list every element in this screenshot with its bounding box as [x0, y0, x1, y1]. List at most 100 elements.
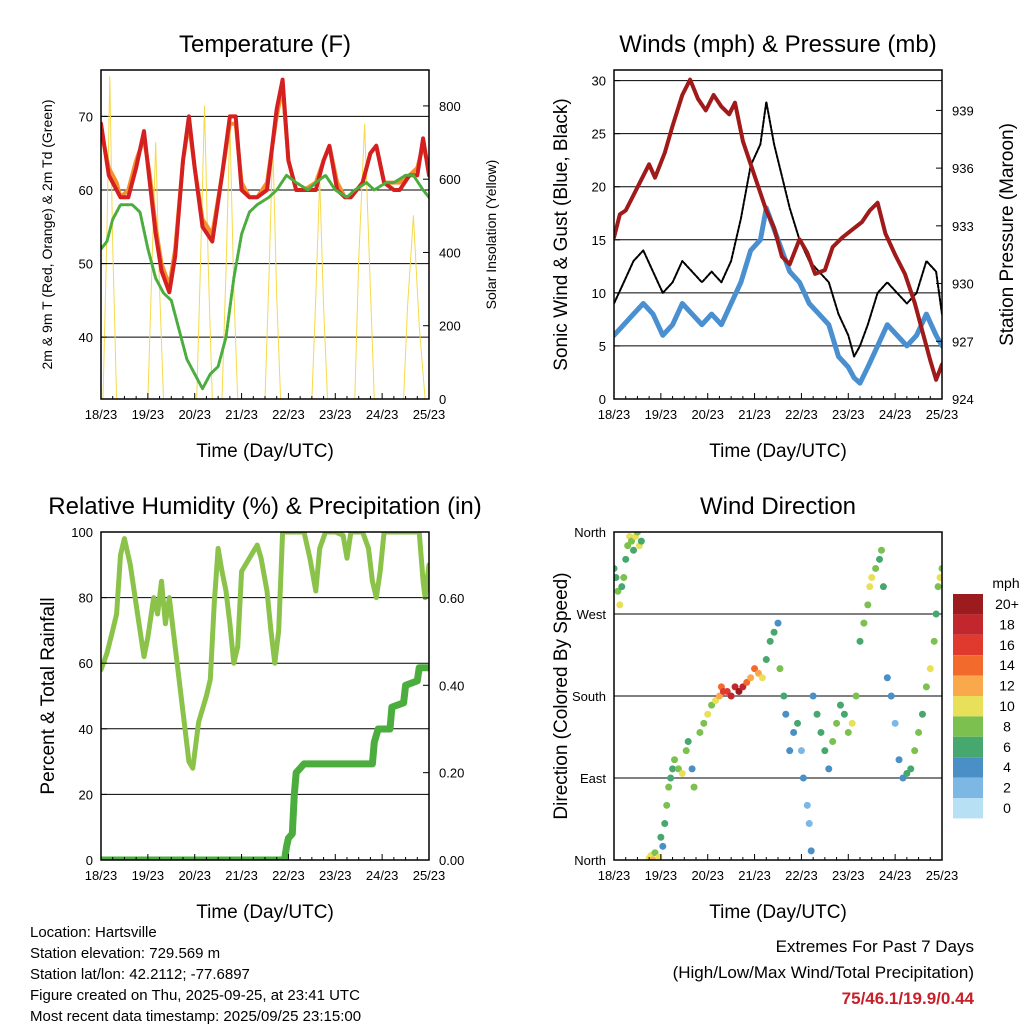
series-total-precipitation	[101, 664, 429, 860]
x-tick-label: 24/23	[366, 868, 399, 883]
data-point	[872, 564, 880, 572]
x-tick-label: 18/23	[85, 868, 118, 883]
data-point	[682, 747, 690, 755]
created-text: Figure created on Thu, 2025-09-25, at 23…	[30, 987, 360, 1004]
y-tick-label: 40	[79, 722, 93, 737]
x-tick-label: 23/23	[319, 868, 352, 883]
data-point	[907, 765, 915, 773]
x-tick-label: 25/23	[926, 868, 959, 883]
data-point	[926, 665, 934, 673]
data-point	[932, 610, 940, 618]
data-point	[938, 564, 942, 572]
series-gust	[614, 100, 942, 358]
data-point	[782, 710, 790, 718]
y-axis-label: Sonic Wind & Gust (Blue, Black)	[551, 98, 572, 370]
data-point	[876, 555, 884, 563]
legend-swatch	[953, 655, 983, 676]
data-point	[633, 532, 641, 536]
legend-label: 4	[1003, 759, 1011, 775]
x-tick-label: 21/23	[738, 868, 771, 883]
x-tick-label: 20/23	[691, 407, 724, 422]
data-point	[758, 674, 766, 682]
data-point	[614, 587, 622, 595]
data-point	[649, 856, 657, 860]
x-tick-label: 24/23	[879, 868, 912, 883]
x-tick-label: 24/23	[366, 407, 399, 422]
data-point	[696, 728, 704, 736]
data-point	[762, 656, 770, 664]
data-point	[780, 692, 788, 700]
y2-axis-label: Station Pressure (Maroon)	[997, 123, 1018, 346]
x-tick-label: 19/23	[132, 407, 165, 422]
series-station-pressure	[614, 77, 942, 382]
data-point	[747, 674, 755, 682]
data-point	[618, 583, 626, 591]
y-axis-label: Direction (Colored By Speed)	[551, 572, 572, 819]
y-tick-label: North	[574, 853, 606, 868]
data-point	[661, 820, 669, 828]
legend-label: 6	[1003, 739, 1011, 755]
x-tick-label: 23/23	[832, 407, 865, 422]
data-point	[813, 710, 821, 718]
y-tick-label: 5	[599, 339, 606, 354]
data-point	[918, 710, 926, 718]
data-point	[727, 692, 735, 700]
data-point	[930, 637, 938, 645]
data-point	[622, 555, 630, 563]
data-point	[877, 546, 885, 554]
x-tick-label: 22/23	[785, 407, 818, 422]
x-tick-label: 25/23	[413, 868, 446, 883]
y-tick-label: East	[580, 771, 606, 786]
y-tick-label: South	[572, 689, 606, 704]
y2-tick-label: 0	[439, 392, 446, 407]
y2-tick-label: 0.60	[439, 591, 464, 606]
y-tick-label: 50	[79, 257, 93, 272]
plot-frame	[100, 69, 430, 400]
data-point	[833, 719, 841, 727]
x-tick-label: 25/23	[926, 407, 959, 422]
y2-tick-label: 933	[952, 219, 974, 234]
series-2m-td	[101, 173, 429, 391]
legend-label: 20+	[995, 596, 1019, 612]
y2-tick-label: 800	[439, 99, 461, 114]
x-axis-label: Time (Day/UTC)	[709, 441, 847, 462]
y2-axis-label: Solar Insolation (Yellow)	[483, 160, 499, 310]
speed-legend: mph 20+ 18 16 14 12 10 8 6 4 2 0	[953, 575, 1020, 819]
data-point	[708, 701, 716, 709]
y-tick-label: 70	[79, 109, 93, 124]
y-tick-label: 30	[592, 74, 606, 89]
y-tick-label: West	[577, 607, 607, 622]
y2-tick-label: 0.20	[439, 766, 464, 781]
data-point	[776, 665, 784, 673]
x-axis-label: Time (Day/UTC)	[196, 902, 334, 923]
legend-swatch	[953, 798, 983, 819]
data-point	[628, 537, 636, 545]
data-point	[616, 601, 624, 609]
x-tick-label: 21/23	[225, 868, 258, 883]
data-point	[887, 692, 895, 700]
data-point	[690, 783, 698, 791]
data-point	[651, 849, 659, 857]
data-point	[754, 669, 762, 677]
y-tick-label: 25	[592, 127, 606, 142]
data-point	[860, 619, 868, 627]
extremes-values: 75/46.1/19.9/0.44	[841, 989, 974, 1008]
series-group	[101, 76, 429, 399]
x-tick-label: 22/23	[272, 868, 305, 883]
chart-title: Relative Humidity (%) & Precipitation (i…	[48, 493, 481, 520]
y2-tick-label: 930	[952, 277, 974, 292]
data-point	[821, 747, 829, 755]
y-tick-label: 60	[79, 656, 93, 671]
data-point	[790, 728, 798, 736]
y-tick-label: North	[574, 525, 606, 540]
x-tick-label: 18/23	[598, 868, 631, 883]
data-point	[704, 710, 712, 718]
legend-title: mph	[992, 575, 1019, 591]
legend-label: 14	[999, 657, 1015, 673]
series-sonic-wind	[614, 205, 942, 386]
y-tick-label: 0	[86, 853, 93, 868]
data-point	[840, 710, 848, 718]
y-tick-label: 15	[592, 233, 606, 248]
data-point	[903, 769, 911, 777]
legend-swatch	[953, 634, 983, 656]
